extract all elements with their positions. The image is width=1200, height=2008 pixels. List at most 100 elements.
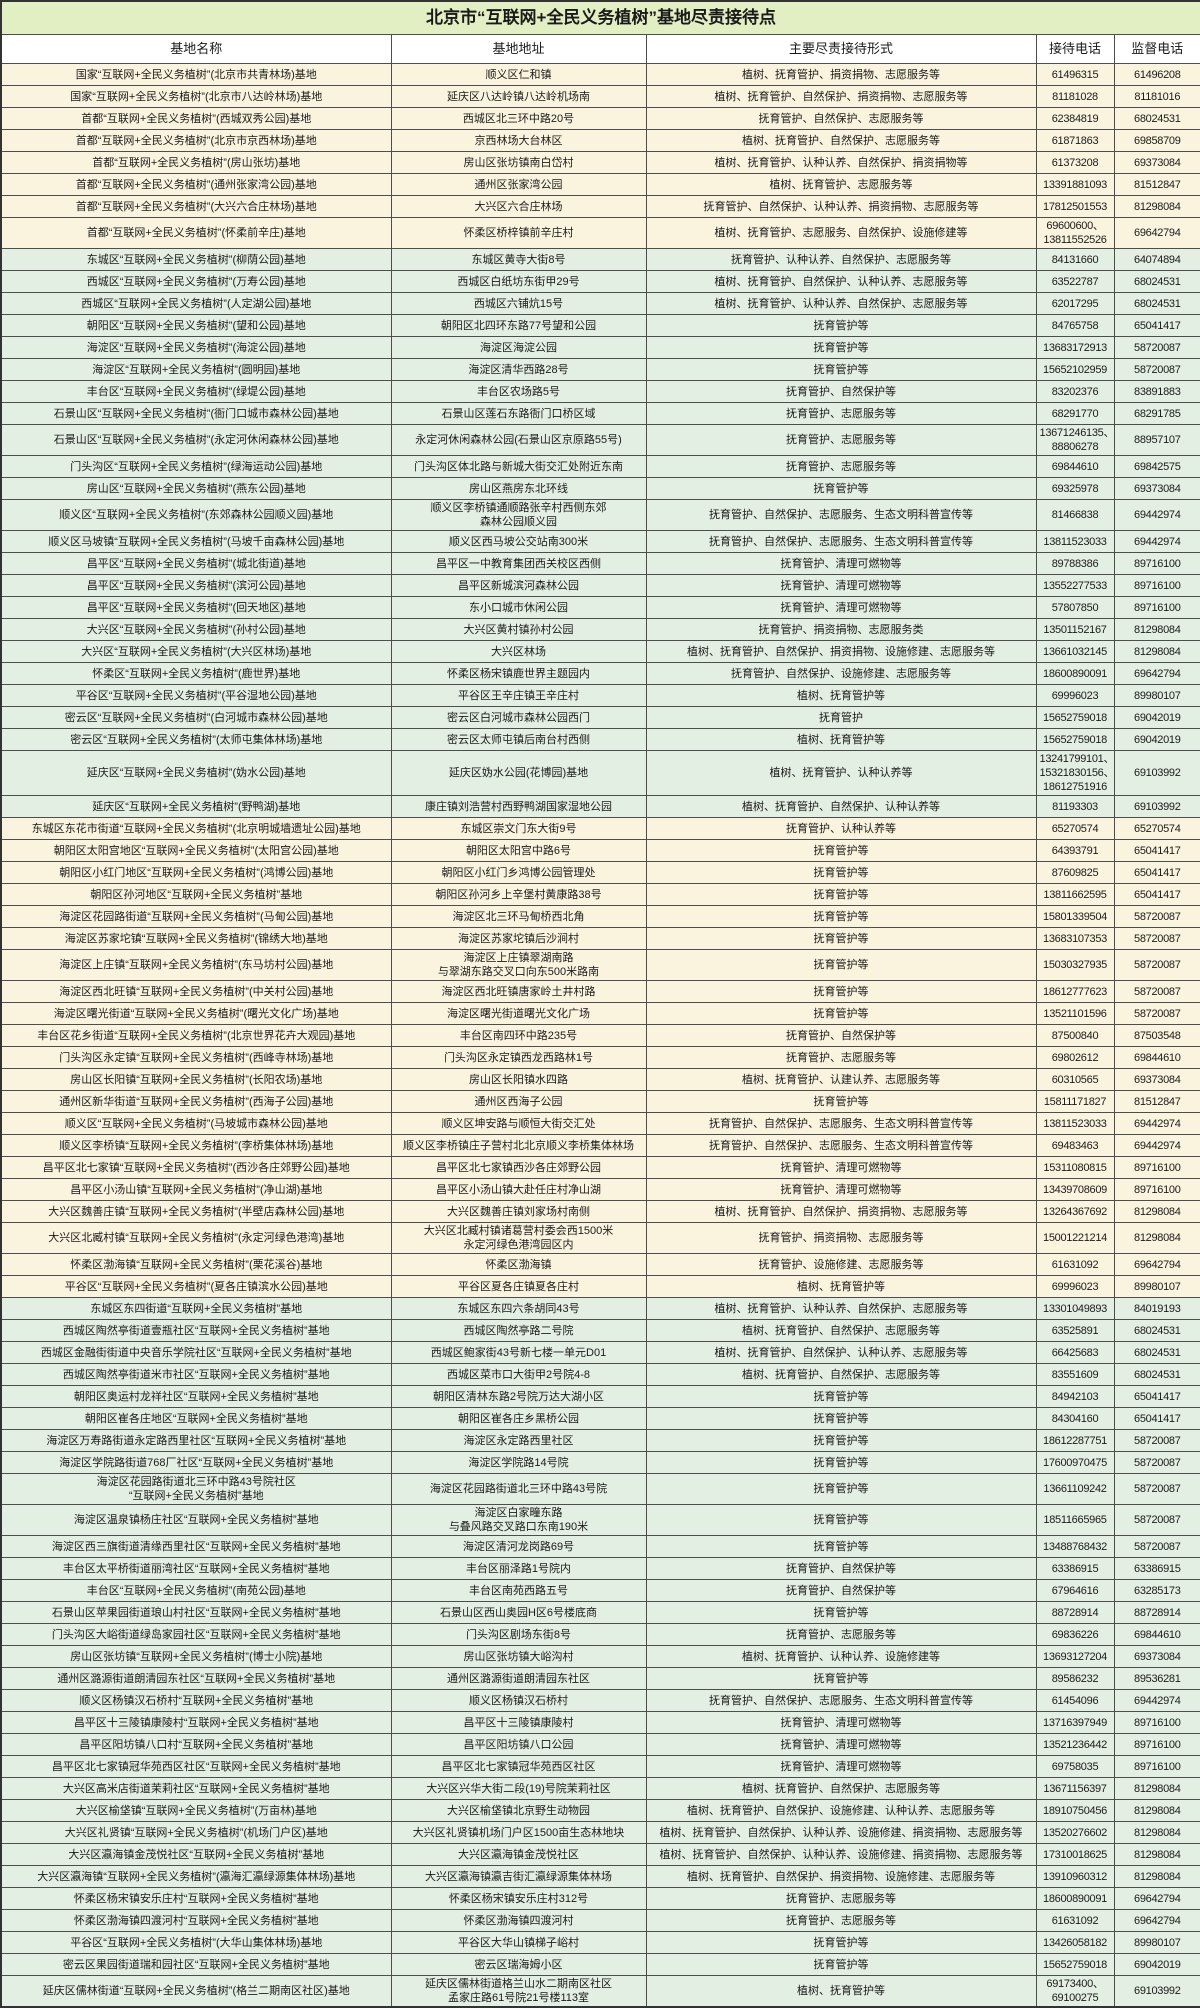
cell-duty-forms: 植树、抚育管护、自然保护、志愿服务等 xyxy=(645,1319,1037,1342)
cell-base-address: 朝阳区太阳宫中路6号 xyxy=(390,839,647,862)
column-header-base-address: 基地地址 xyxy=(390,34,647,64)
cell-duty-forms: 植树、抚育管护、认种认养、自然保护、志愿服务等 xyxy=(645,1297,1037,1320)
cell-duty-forms: 植树、抚育管护、认种认养、设施修建等 xyxy=(645,1645,1037,1668)
cell-supervision-phone: 69103992 xyxy=(1113,795,1200,818)
cell-base-name: 昌平区“互联网+全民义务植树”(滨河公园)基地 xyxy=(0,574,392,597)
cell-duty-forms: 植树、抚育管护、自然保护、捐资捐物、设施修建、志愿服务等 xyxy=(645,640,1037,663)
cell-reception-phone: 69758035 xyxy=(1035,1755,1115,1778)
cell-reception-phone: 84765758 xyxy=(1035,314,1115,337)
cell-base-address: 康庄镇刘浩营村西野鸭湖国家湿地公园 xyxy=(390,795,647,818)
cell-base-address: 顺义区李桥镇庄子营村北北京顺义李桥集体林场 xyxy=(390,1134,647,1157)
cell-reception-phone: 13683172913 xyxy=(1035,336,1115,359)
table-row: 大兴区礼贤镇“互联网+全民义务植树”(机场门户区)基地 大兴区礼贤镇机场门户区15… xyxy=(0,1821,1200,1844)
cell-base-address: 丰台区南四环中路235号 xyxy=(390,1024,647,1047)
cell-base-name: 门头沟区“互联网+全民义务植树”(绿海运动公园)基地 xyxy=(0,455,392,478)
cell-supervision-phone: 68024531 xyxy=(1113,1363,1200,1386)
cell-duty-forms: 植树、抚育管护、自然保护、志愿服务等 xyxy=(645,1777,1037,1800)
cell-base-address: 房山区燕房东北环线 xyxy=(390,477,647,500)
cell-base-name: 首都“互联网+全民义务植树”(北京市京西林场)基地 xyxy=(0,129,392,152)
cell-duty-forms: 植树、抚育管护、志愿服务、自然保护、设施修建等 xyxy=(645,217,1037,249)
table-row: 海淀区花园路街道北三环中路43号院社区 “互联网+全民义务植树”基地 海淀区花园路… xyxy=(0,1473,1200,1505)
cell-duty-forms: 植树、抚育管护、认建认养、志愿服务等 xyxy=(645,1068,1037,1091)
cell-base-address: 大兴区林场 xyxy=(390,640,647,663)
cell-duty-forms: 抚育管护等 xyxy=(645,949,1037,981)
cell-base-name: 首都“互联网+全民义务植树”(通州张家湾公园)基地 xyxy=(0,173,392,196)
cell-duty-forms: 抚育管护、自然保护、志愿服务、生态文明科普宣传等 xyxy=(645,1689,1037,1712)
cell-reception-phone: 69836226 xyxy=(1035,1623,1115,1646)
cell-supervision-phone: 65041417 xyxy=(1113,314,1200,337)
cell-duty-forms: 抚育管护、自然保护等 xyxy=(645,1557,1037,1580)
cell-base-name: 昌平区十三陵镇康陵村“互联网+全民义务植树”基地 xyxy=(0,1711,392,1734)
cell-base-name: 石景山区“互联网+全民义务植树”(永定河休闲森林公园)基地 xyxy=(0,424,392,456)
table-row: 海淀区温泉镇杨庄社区“互联网+全民义务植树”基地 海淀区白家疃东路 与叠风路交叉路… xyxy=(0,1504,1200,1536)
cell-reception-phone: 18612777623 xyxy=(1035,980,1115,1003)
cell-supervision-phone: 89716100 xyxy=(1113,1711,1200,1734)
cell-duty-forms: 抚育管护、设施修建、志愿服务等 xyxy=(645,1253,1037,1276)
cell-base-name: 西城区金融街街道中央音乐学院社区“互联网+全民义务植树”基地 xyxy=(0,1341,392,1364)
table-row: 昌平区十三陵镇康陵村“互联网+全民义务植树”基地 昌平区十三陵镇康陵村 抚育管护、清… xyxy=(0,1711,1200,1734)
cell-reception-phone: 13910960312 xyxy=(1035,1865,1115,1888)
cell-reception-phone: 13661109242 xyxy=(1035,1473,1115,1505)
cell-base-address: 京西林场大台林区 xyxy=(390,129,647,152)
cell-duty-forms: 植树、抚育管护、自然保护、捐资捐物、设施修建、志愿服务等 xyxy=(645,1865,1037,1888)
cell-reception-phone: 13716397949 xyxy=(1035,1711,1115,1734)
cell-duty-forms: 抚育管护、志愿服务等 xyxy=(645,402,1037,425)
table-row: 丰台区太平桥街道丽湾社区“互联网+全民义务植树”基地 丰台区丽泽路1号院内 抚育管护… xyxy=(0,1557,1200,1580)
cell-supervision-phone: 58720087 xyxy=(1113,1504,1200,1536)
cell-reception-phone: 69325978 xyxy=(1035,477,1115,500)
cell-base-name: 怀柔区杨宋镇安乐庄村“互联网+全民义务植树”基地 xyxy=(0,1887,392,1910)
cell-supervision-phone: 81298084 xyxy=(1113,1843,1200,1866)
cell-base-name: 房山区长阳镇“互联网+全民义务植树”(长阳农场)基地 xyxy=(0,1068,392,1091)
cell-supervision-phone: 81298084 xyxy=(1113,195,1200,218)
cell-base-address: 朝阳区北四环东路77号望和公园 xyxy=(390,314,647,337)
cell-reception-phone: 68291770 xyxy=(1035,402,1115,425)
cell-base-address: 大兴区瀛海镇金茂悦社区 xyxy=(390,1843,647,1866)
table-row: 怀柔区“互联网+全民义务植树”(鹿世界)基地 怀柔区杨宋镇鹿世界主题园内 抚育管护、… xyxy=(0,662,1200,685)
cell-reception-phone: 15652759018 xyxy=(1035,706,1115,729)
cell-reception-phone: 84304160 xyxy=(1035,1407,1115,1430)
cell-duty-forms: 抚育管护、自然保护、志愿服务、生态文明科普宣传等 xyxy=(645,499,1037,531)
table-row: 通州区潞源街道朗清园东社区“互联网+全民义务植树”基地 通州区潞源街道朗清园东社区… xyxy=(0,1667,1200,1690)
column-header-base-name: 基地名称 xyxy=(0,34,392,64)
cell-supervision-phone: 84019193 xyxy=(1113,1297,1200,1320)
table-row: 大兴区高米店街道茉莉社区“互联网+全民义务植树”基地 大兴区兴华大街二段(19)号… xyxy=(0,1777,1200,1800)
cell-supervision-phone: 69642794 xyxy=(1113,1887,1200,1910)
table-row: 昌平区北七家镇“互联网+全民义务植树”(西沙各庄郊野公园)基地 昌平区北七家镇西沙… xyxy=(0,1156,1200,1179)
cell-base-address: 海淀区清河龙岗路69号 xyxy=(390,1535,647,1558)
cell-supervision-phone: 81298084 xyxy=(1113,1821,1200,1844)
table-row: 海淀区上庄镇“互联网+全民义务植树”(东马坊村公园)基地 海淀区上庄镇翠湖南路 与… xyxy=(0,949,1200,981)
cell-reception-phone: 13301049893 xyxy=(1035,1297,1115,1320)
cell-base-name: 海淀区“互联网+全民义务植树”(海淀公园)基地 xyxy=(0,336,392,359)
cell-base-address: 西城区北三环中路20号 xyxy=(390,107,647,130)
cell-base-name: 朝阳区“互联网+全民义务植树”(望和公园)基地 xyxy=(0,314,392,337)
table-row: 石景山区“互联网+全民义务植树”(永定河休闲森林公园)基地 永定河休闲森林公园(石… xyxy=(0,424,1200,456)
cell-duty-forms: 抚育管护等 xyxy=(645,1601,1037,1624)
cell-base-name: 西城区陶然亭街道壹瓶社区“互联网+全民义务植树”基地 xyxy=(0,1319,392,1342)
cell-base-name: 国家“互联网+全民义务植树”(北京市八达岭林场)基地 xyxy=(0,85,392,108)
table-row: 石景山区苹果园街道琅山村社区“互联网+全民义务植树”基地 石景山区西山奥园H区6号… xyxy=(0,1601,1200,1624)
cell-reception-phone: 18612287751 xyxy=(1035,1429,1115,1452)
cell-base-address: 昌平区十三陵镇康陵村 xyxy=(390,1711,647,1734)
cell-base-name: 首都“互联网+全民义务植树”(房山张坊)基地 xyxy=(0,151,392,174)
cell-supervision-phone: 69373084 xyxy=(1113,151,1200,174)
table-row: 房山区长阳镇“互联网+全民义务植树”(长阳农场)基地 房山区长阳镇水四路 植树、抚育… xyxy=(0,1068,1200,1091)
column-header-row: 基地名称 基地地址 主要尽责接待形式 接待电话 监督电话 xyxy=(0,34,1200,64)
cell-base-address: 东城区崇文门东大街9号 xyxy=(390,817,647,840)
cell-duty-forms: 抚育管护、认种认养等 xyxy=(645,817,1037,840)
cell-base-address: 怀柔区渤海镇四渡河村 xyxy=(390,1909,647,1932)
table-row: 大兴区榆垡镇“互联网+全民义务植树”(万亩林)基地 大兴区榆垡镇北京野生动物园 植树… xyxy=(0,1799,1200,1822)
cell-base-name: 朝阳区小红门地区“互联网+全民义务植树”(鸿博公园)基地 xyxy=(0,861,392,884)
cell-base-address: 门头沟区剧场东街8号 xyxy=(390,1623,647,1646)
table-row: 海淀区万寿路街道永定路西里社区“互联网+全民义务植树”基地 海淀区永定路西里社区抚… xyxy=(0,1429,1200,1452)
cell-supervision-phone: 68024531 xyxy=(1113,1341,1200,1364)
cell-duty-forms: 植树、抚育管护、自然保护、认种认养、设施修建、捐资捐物、志愿服务等 xyxy=(645,1843,1037,1866)
page-title: 北京市“互联网+全民义务植树”基地尽责接待点 xyxy=(0,0,1200,35)
cell-duty-forms: 抚育管护等 xyxy=(645,314,1037,337)
cell-supervision-phone: 68024531 xyxy=(1113,292,1200,315)
cell-base-name: 昌平区北七家镇冠华苑西区社区“互联网+全民义务植树”基地 xyxy=(0,1755,392,1778)
cell-base-name: 延庆区“互联网+全民义务植树”(野鸭湖)基地 xyxy=(0,795,392,818)
cell-duty-forms: 抚育管护、清理可燃物等 xyxy=(645,1711,1037,1734)
table-row: 延庆区“互联网+全民义务植树”(野鸭湖)基地 康庄镇刘浩营村西野鸭湖国家湿地公园植… xyxy=(0,795,1200,818)
cell-supervision-phone: 89716100 xyxy=(1113,1178,1200,1201)
table-row: 海淀区“互联网+全民义务植树”(圆明园)基地 海淀区清华西路28号 抚育管护等 156… xyxy=(0,358,1200,381)
